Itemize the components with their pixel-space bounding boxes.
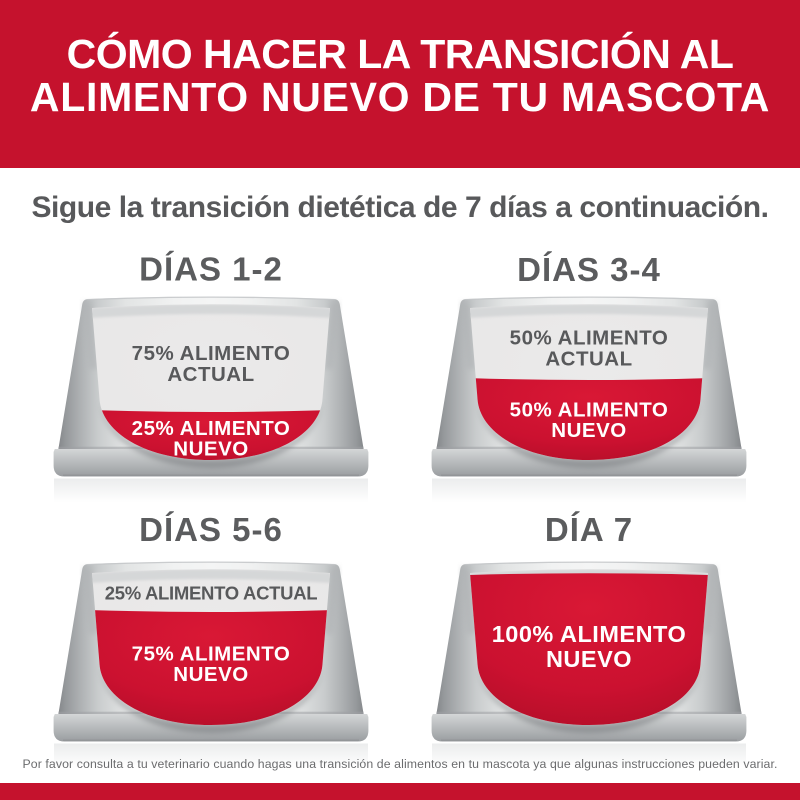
svg-text:25% ALIMENTO: 25% ALIMENTO [132,417,291,440]
svg-text:DÍAS 3-4: DÍAS 3-4 [517,251,661,288]
svg-text:ALIMENTO NUEVO DE TU MASCOTA: ALIMENTO NUEVO DE TU MASCOTA [30,74,770,120]
svg-text:Sigue la transición dietética: Sigue la transición dietética de 7 días … [31,191,768,224]
svg-text:75% ALIMENTO: 75% ALIMENTO [132,643,291,666]
svg-text:75% ALIMENTO: 75% ALIMENTO [132,342,291,365]
svg-text:DÍAS 5-6: DÍAS 5-6 [139,511,283,548]
svg-text:ACTUAL: ACTUAL [545,348,632,371]
svg-text:CÓMO HACER LA TRANSICIÓN AL: CÓMO HACER LA TRANSICIÓN AL [67,31,734,77]
svg-text:Por favor consulta a tu veteri: Por favor consulta a tu veterinario cuan… [22,757,777,771]
svg-text:25% ALIMENTO ACTUAL: 25% ALIMENTO ACTUAL [105,583,318,604]
svg-text:NUEVO: NUEVO [546,646,632,672]
svg-text:50% ALIMENTO: 50% ALIMENTO [510,399,669,422]
svg-text:NUEVO: NUEVO [173,438,248,461]
svg-text:ACTUAL: ACTUAL [167,363,254,386]
svg-text:NUEVO: NUEVO [173,663,248,686]
svg-text:DÍAS 1-2: DÍAS 1-2 [139,251,283,288]
svg-text:100% ALIMENTO: 100% ALIMENTO [492,621,687,647]
svg-text:NUEVO: NUEVO [551,419,626,442]
svg-text:50% ALIMENTO: 50% ALIMENTO [510,327,669,350]
svg-text:DÍA 7: DÍA 7 [545,511,633,548]
